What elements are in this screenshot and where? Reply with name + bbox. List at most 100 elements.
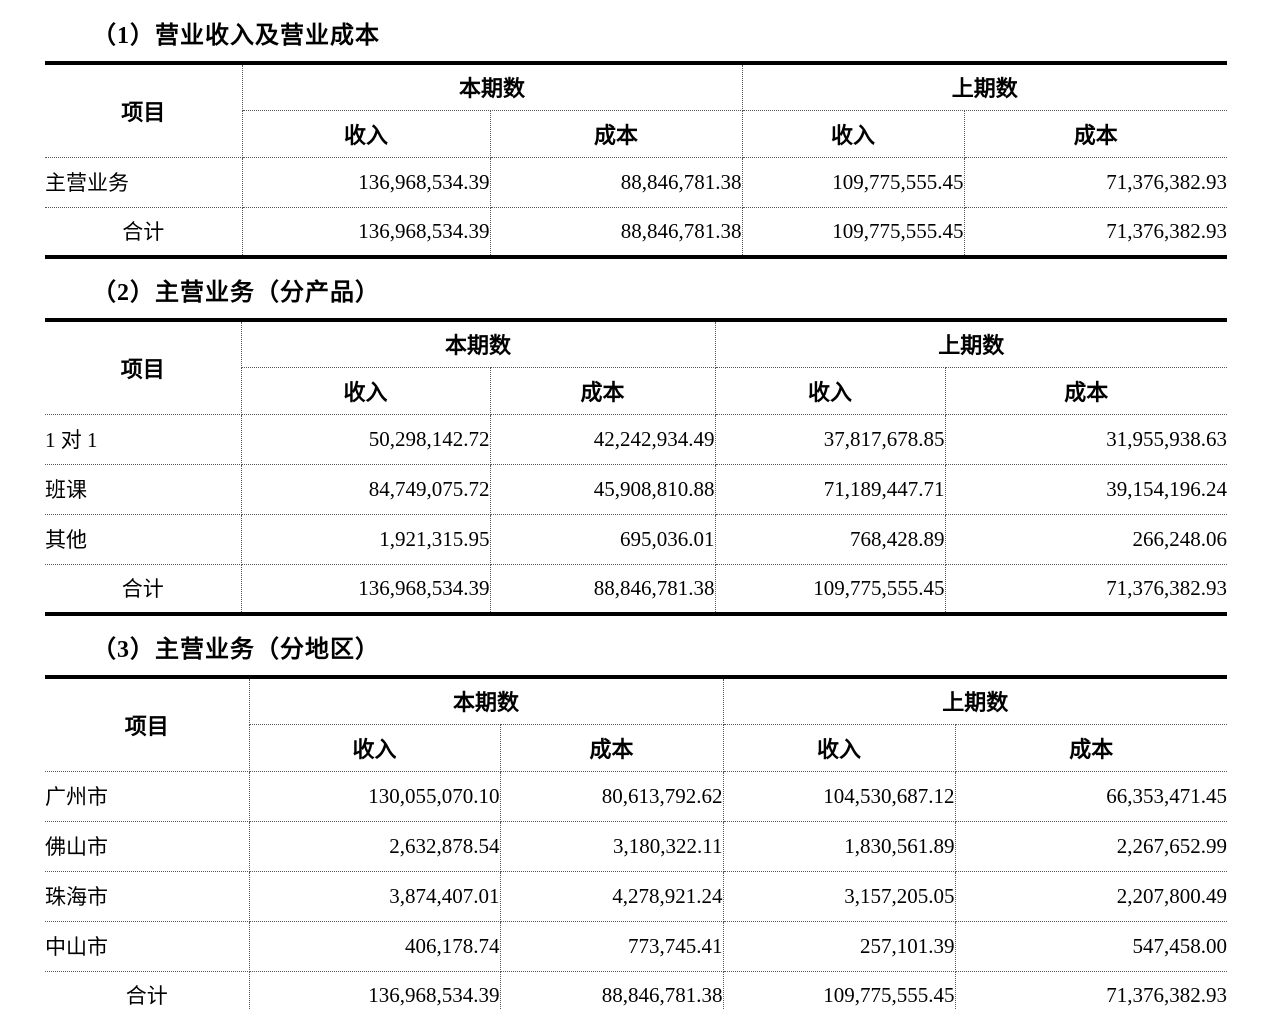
value-cell: 88,846,781.38 [499,970,724,1010]
header-row-measures: 收入 成本 收入 成本 [45,366,1228,415]
value-cell: 50,298,142.72 [240,413,491,465]
header-revenue: 收入 [248,723,501,772]
table-row: 广州市 130,055,070.10 80,613,792.62 104,530… [45,770,1228,822]
revenue-cost-table: 项目 本期数 上期数 收入 成本 收入 成本 主营业务 136,968,534.… [45,61,1228,259]
header-current-period: 本期数 [240,320,716,368]
header-revenue: 收入 [722,723,956,772]
row-label: 主营业务 [45,156,243,208]
table-row: 其他 1,921,315.95 695,036.01 768,428.89 26… [45,513,1228,565]
table-row: 佛山市 2,632,878.54 3,180,322.11 1,830,561.… [45,820,1228,872]
header-cost: 成本 [489,109,743,158]
value-cell: 257,101.39 [722,920,956,972]
header-current-period: 本期数 [241,63,743,111]
value-cell: 406,178.74 [248,920,501,972]
value-cell: 136,968,534.39 [248,970,501,1010]
header-cost: 成本 [944,366,1228,415]
row-label: 中山市 [45,920,250,972]
value-cell: 42,242,934.49 [489,413,716,465]
value-cell: 84,749,075.72 [240,463,491,515]
value-cell: 773,745.41 [499,920,724,972]
value-cell: 37,817,678.85 [714,413,946,465]
section-heading: （1）营业收入及营业成本 [92,23,380,49]
value-cell: 104,530,687.12 [722,770,956,822]
value-cell: 109,775,555.45 [741,206,965,257]
by-region-table: 项目 本期数 上期数 收入 成本 收入 成本 广州市 130,055,070.1… [45,675,1228,1010]
value-cell: 136,968,534.39 [240,563,491,614]
value-cell: 71,189,447.71 [714,463,946,515]
value-cell: 136,968,534.39 [241,156,491,208]
total-row: 合计 136,968,534.39 88,846,781.38 109,775,… [45,563,1228,614]
header-prior-period: 上期数 [714,320,1228,368]
row-label: 合计 [45,970,250,1010]
header-row-periods: 项目 本期数 上期数 [45,320,1228,415]
value-cell: 695,036.01 [489,513,716,565]
value-cell: 3,157,205.05 [722,870,956,922]
value-cell: 31,955,938.63 [944,413,1228,465]
value-cell: 547,458.00 [954,920,1228,972]
value-cell: 71,376,382.93 [963,206,1228,257]
header-row-measures: 收入 成本 收入 成本 [45,723,1228,772]
table-row: 珠海市 3,874,407.01 4,278,921.24 3,157,205.… [45,870,1228,922]
header-item: 项目 [45,320,242,415]
value-cell: 109,775,555.45 [714,563,946,614]
header-row-periods: 项目 本期数 上期数 [45,677,1228,772]
value-cell: 266,248.06 [944,513,1228,565]
value-cell: 71,376,382.93 [944,563,1228,614]
header-cost: 成本 [963,109,1228,158]
value-cell: 136,968,534.39 [241,206,491,257]
row-label: 合计 [45,563,242,614]
header-item: 项目 [45,677,250,772]
section-operating-revenue-cost: （1）营业收入及营业成本 项目 本期数 上期数 收入 成本 收入 成本 [45,2,1228,259]
header-current-period: 本期数 [248,677,724,725]
row-label: 班课 [45,463,242,515]
value-cell: 80,613,792.62 [499,770,724,822]
value-cell: 109,775,555.45 [741,156,965,208]
value-cell: 2,267,652.99 [954,820,1228,872]
value-cell: 1,830,561.89 [722,820,956,872]
value-cell: 4,278,921.24 [499,870,724,922]
header-revenue: 收入 [741,109,965,158]
value-cell: 88,846,781.38 [489,156,743,208]
total-row: 合计 136,968,534.39 88,846,781.38 109,775,… [45,206,1228,257]
header-row-periods: 项目 本期数 上期数 [45,63,1228,158]
header-cost: 成本 [489,366,716,415]
row-label: 珠海市 [45,870,250,922]
value-cell: 3,180,322.11 [499,820,724,872]
row-label: 合计 [45,206,243,257]
row-label: 其他 [45,513,242,565]
value-cell: 66,353,471.45 [954,770,1228,822]
header-prior-period: 上期数 [741,63,1228,111]
section-heading: （2）主营业务（分产品） [92,280,380,306]
section-main-business-by-region: （3）主营业务（分地区） 项目 本期数 上期数 收入 成本 收入 成本 [45,616,1228,1010]
value-cell: 2,632,878.54 [248,820,501,872]
table-row: 中山市 406,178.74 773,745.41 257,101.39 547… [45,920,1228,972]
header-item: 项目 [45,63,243,158]
header-row-measures: 收入 成本 收入 成本 [45,109,1228,158]
value-cell: 88,846,781.38 [489,206,743,257]
value-cell: 1,921,315.95 [240,513,491,565]
row-label: 1 对 1 [45,413,242,465]
section-main-business-by-product: （2）主营业务（分产品） 项目 本期数 上期数 收入 成本 收入 成本 [45,259,1228,616]
value-cell: 768,428.89 [714,513,946,565]
total-row: 合计 136,968,534.39 88,846,781.38 109,775,… [45,970,1228,1010]
table-row: 1 对 1 50,298,142.72 42,242,934.49 37,817… [45,413,1228,465]
value-cell: 88,846,781.38 [489,563,716,614]
value-cell: 109,775,555.45 [722,970,956,1010]
section-heading: （3）主营业务（分地区） [92,637,380,663]
header-revenue: 收入 [240,366,491,415]
row-label: 广州市 [45,770,250,822]
header-revenue: 收入 [241,109,491,158]
header-cost: 成本 [954,723,1228,772]
table-row: 班课 84,749,075.72 45,908,810.88 71,189,44… [45,463,1228,515]
value-cell: 71,376,382.93 [963,156,1228,208]
header-cost: 成本 [499,723,724,772]
header-prior-period: 上期数 [722,677,1228,725]
value-cell: 71,376,382.93 [954,970,1228,1010]
value-cell: 45,908,810.88 [489,463,716,515]
value-cell: 39,154,196.24 [944,463,1228,515]
row-label: 佛山市 [45,820,250,872]
table-row: 主营业务 136,968,534.39 88,846,781.38 109,77… [45,156,1228,208]
header-revenue: 收入 [714,366,946,415]
by-product-table: 项目 本期数 上期数 收入 成本 收入 成本 1 对 1 50,298,142.… [45,318,1228,616]
